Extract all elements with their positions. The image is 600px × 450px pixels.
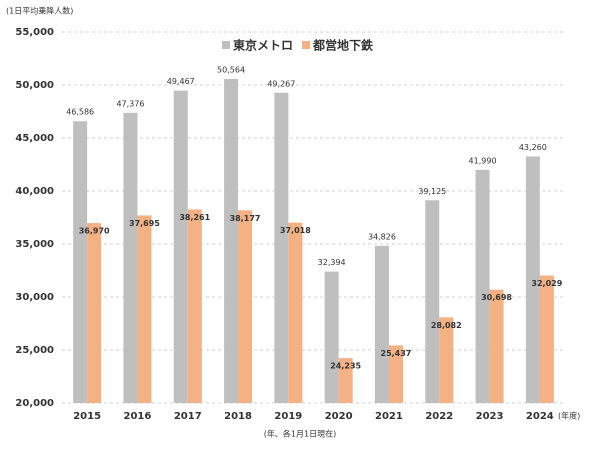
- value-label: 28,082: [431, 321, 462, 330]
- bar: [137, 215, 152, 403]
- x-tick-label: 2022: [425, 411, 453, 422]
- bar: [388, 345, 403, 403]
- bar: [187, 209, 202, 403]
- legend-label: 都営地下鉄: [312, 38, 373, 53]
- y-tick-label: 25,000: [15, 345, 54, 356]
- x-tick-label: 2023: [476, 411, 504, 422]
- annotation: (年、各1月1日現在): [264, 429, 336, 439]
- bar: [238, 210, 253, 403]
- y-axis-label: (1日平均乗降人数): [6, 6, 73, 16]
- value-label: 38,177: [230, 214, 261, 223]
- bar: [338, 358, 353, 403]
- value-label: 49,267: [267, 79, 295, 88]
- bar: [374, 245, 389, 403]
- value-label: 32,029: [531, 279, 562, 288]
- bar: [475, 169, 490, 403]
- legend-swatch: [302, 41, 310, 49]
- value-label: 43,260: [519, 143, 547, 152]
- legend-swatch: [222, 41, 230, 49]
- x-tick-label: 2019: [274, 411, 302, 422]
- bar: [73, 121, 88, 403]
- x-tick-label: 2020: [325, 411, 353, 422]
- bar: [324, 271, 339, 403]
- value-label: 41,990: [469, 156, 497, 165]
- value-label: 25,437: [381, 349, 412, 358]
- value-label: 30,698: [481, 293, 512, 302]
- y-tick-label: 55,000: [15, 27, 54, 38]
- bar: [288, 222, 303, 403]
- bar: [87, 223, 102, 403]
- x-tick-label: 2018: [224, 411, 252, 422]
- x-tick-label: 2015: [73, 411, 101, 422]
- value-label: 47,376: [116, 99, 144, 108]
- bar: [123, 112, 138, 404]
- bar: [173, 90, 188, 403]
- bar: [274, 92, 289, 403]
- x-tick-label: 2021: [375, 411, 403, 422]
- y-tick-label: 30,000: [15, 292, 54, 303]
- value-label: 36,970: [79, 227, 110, 236]
- value-label: 37,695: [129, 219, 160, 228]
- bar: [489, 289, 504, 403]
- bar: [525, 156, 540, 403]
- x-tick-label: 2017: [174, 411, 202, 422]
- value-label: 46,586: [66, 108, 94, 117]
- value-label: 32,394: [318, 258, 346, 267]
- bar: [439, 317, 454, 403]
- value-label: 37,018: [280, 226, 311, 235]
- x-axis-label: (年度): [558, 411, 580, 421]
- value-label: 49,467: [167, 77, 195, 86]
- y-tick-label: 40,000: [15, 186, 54, 197]
- value-label: 38,261: [179, 213, 210, 222]
- value-label: 39,125: [418, 187, 446, 196]
- legend-label: 東京メトロ: [233, 38, 293, 53]
- value-label: 24,235: [330, 362, 361, 371]
- y-tick-label: 50,000: [15, 80, 54, 91]
- bar: [425, 200, 440, 403]
- bar: [539, 275, 554, 403]
- x-tick-label: 2024: [526, 411, 554, 422]
- value-label: 50,564: [217, 66, 245, 75]
- value-label: 34,826: [368, 232, 396, 241]
- bar: [224, 79, 239, 403]
- y-tick-label: 20,000: [15, 398, 54, 409]
- y-tick-label: 35,000: [15, 239, 54, 250]
- x-tick-label: 2016: [124, 411, 152, 422]
- y-tick-label: 45,000: [15, 133, 54, 144]
